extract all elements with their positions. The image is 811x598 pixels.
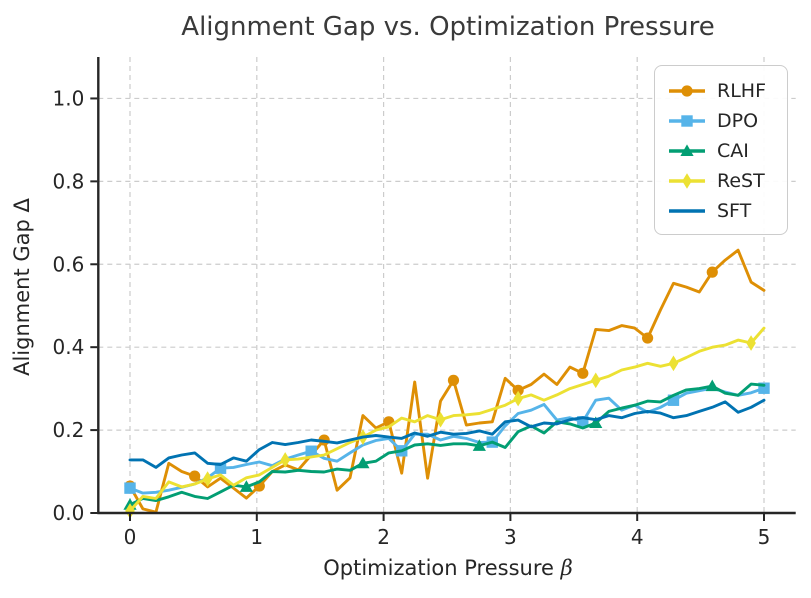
y-tick-label: 1.0 (52, 86, 84, 110)
y-axis-label: Alignment Gap Δ (10, 198, 34, 376)
chart-title: Alignment Gap vs. Optimization Pressure (181, 12, 715, 42)
y-tick-label: 0.6 (52, 252, 84, 276)
x-axis-label-text: Optimization Pressure (323, 556, 561, 580)
x-tick-label: 4 (631, 525, 644, 549)
x-axis-label-symbol: β (560, 556, 573, 580)
x-tick-label: 5 (758, 525, 771, 549)
legend-label-rlhf: RLHF (717, 80, 767, 102)
series-rest (125, 326, 766, 519)
legend-sample-rlhf (669, 85, 705, 97)
axes-spines (97, 57, 796, 515)
y-tick-label: 0.2 (52, 418, 84, 442)
legend-item-rlhf: RLHF (667, 76, 775, 106)
legend-sample-dpo (669, 115, 705, 127)
x-axis-label: Optimization Pressure β (98, 556, 798, 580)
legend-item-dpo: DPO (667, 106, 775, 136)
x-tick-label: 1 (250, 525, 263, 549)
legend-label-sft: SFT (717, 200, 752, 222)
y-tick-label: 0.4 (52, 335, 84, 359)
y-axis-ticks: 0.0 0.2 0.4 0.6 0.8 1.0 (52, 86, 98, 525)
series-cai (123, 379, 766, 510)
x-tick-label: 0 (124, 525, 137, 549)
series-line-sft (128, 398, 766, 469)
y-tick-label: 0.0 (52, 501, 84, 525)
x-tick-label: 3 (504, 525, 517, 549)
legend-sample-cai (669, 144, 705, 156)
series-line-rlhf (128, 248, 766, 514)
legend-sample-sft (669, 209, 705, 213)
legend-label-dpo: DPO (717, 110, 759, 132)
series-sft (128, 398, 766, 469)
legend: RLHF DPO CAI ReST SFT (654, 65, 788, 235)
x-axis-ticks: 0 1 2 3 4 5 (124, 514, 771, 549)
legend-item-cai: CAI (667, 136, 775, 166)
legend-sample-rest (669, 173, 705, 189)
series-line-dpo (128, 386, 766, 495)
x-tick-label: 2 (377, 525, 390, 549)
y-tick-label: 0.8 (52, 169, 84, 193)
legend-item-rest: ReST (667, 166, 775, 196)
legend-label-rest: ReST (717, 170, 765, 192)
legend-label-cai: CAI (717, 140, 749, 162)
legend-item-sft: SFT (667, 196, 775, 226)
series-line-rest (128, 326, 766, 513)
